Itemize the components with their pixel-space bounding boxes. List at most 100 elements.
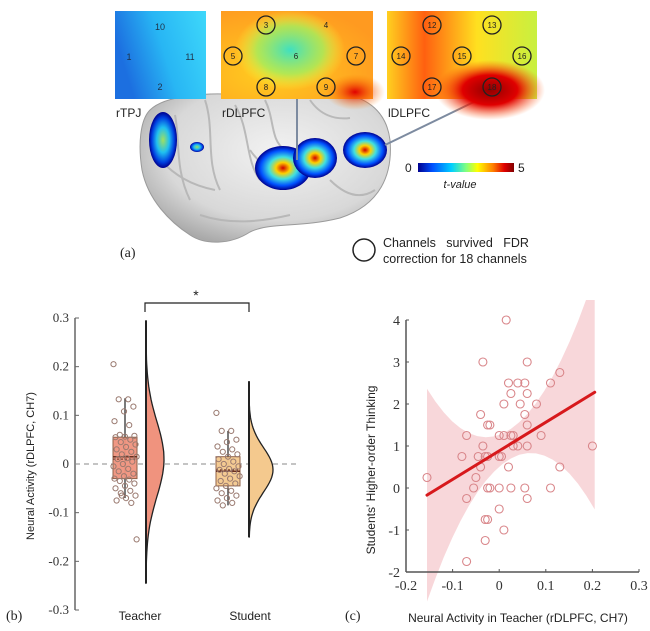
y-tick-label: 3: [393, 356, 400, 371]
scatter-point: [522, 357, 532, 367]
channel-15: 15: [452, 46, 472, 66]
colorbar-max-label: 5: [518, 161, 525, 175]
scatter-point: [496, 451, 507, 462]
data-point: [229, 446, 236, 453]
scatter-point: [506, 388, 516, 399]
scatter-point: [545, 378, 556, 388]
data-point: [127, 487, 134, 494]
scatter-point: [520, 409, 530, 420]
significance-marker: *: [193, 290, 199, 303]
data-point: [223, 495, 230, 502]
svg-text:9: 9: [324, 83, 329, 92]
svg-text:4: 4: [324, 21, 329, 30]
data-point: [223, 439, 230, 446]
scatter-point: [522, 388, 532, 399]
data-point: [228, 487, 235, 494]
scatter-point: [473, 451, 483, 462]
scatter-point: [462, 430, 472, 441]
data-point: [121, 482, 129, 489]
scatter-point: [485, 420, 495, 430]
colorbar-min-label: 0: [405, 161, 412, 175]
scatter-point: [555, 367, 565, 378]
confidence-band: [427, 300, 595, 602]
group-student: [213, 381, 274, 538]
data-point: [126, 422, 133, 429]
data-point: [218, 427, 225, 434]
channel-12: 12: [422, 15, 442, 35]
data-point: [114, 456, 121, 463]
regression-line: [425, 390, 597, 497]
svg-text:6: 6: [294, 52, 299, 61]
scatter-point: [515, 399, 525, 409]
group-teacher: [110, 320, 165, 585]
scatter-point: [499, 430, 509, 441]
scatter-point: [503, 378, 514, 388]
activation-rdlpfc-2: [293, 138, 337, 178]
scatter-chart: (c) Neural Activity in Teacher (rDLPFC, …: [345, 300, 648, 625]
y-tick-label: -0.2: [48, 553, 69, 568]
scatter-point: [494, 430, 504, 441]
inset-rdlpfc: 3 4 5 6 7 8 9: [221, 10, 385, 110]
data-point: [124, 455, 131, 462]
y-tick-label: -2: [388, 566, 400, 581]
data-point: [118, 451, 125, 458]
data-point: [115, 468, 122, 475]
scatter-point: [462, 493, 472, 504]
data-point: [233, 492, 240, 499]
inset-ldlpfc: 12 13 14 15 16 17 18: [387, 11, 545, 120]
y-tick-label: 1: [393, 440, 400, 455]
data-point: [116, 477, 123, 485]
legend-text-line1: Channels survived FDR: [383, 236, 529, 250]
scatter-point: [478, 441, 488, 451]
scatter-point: [485, 483, 495, 493]
scatter-point: [494, 483, 504, 493]
data-point: [128, 448, 135, 455]
scatter-point: [499, 525, 509, 535]
scatter-point: [462, 556, 472, 567]
svg-text:3: 3: [264, 21, 269, 30]
svg-text:5: 5: [231, 52, 236, 61]
colorbar-title: t-value: [443, 179, 476, 191]
data-point: [217, 477, 224, 485]
y-tick-label: -0.3: [48, 602, 69, 617]
data-point: [132, 441, 139, 448]
scatter-point: [522, 493, 532, 504]
y-tick-label: 4: [393, 314, 400, 329]
channel-17: 17: [422, 77, 442, 97]
scatter-point: [522, 441, 532, 451]
x-axis-label: Neural Activity in Teacher (rDLPFC, CH7): [408, 611, 628, 625]
scatter-point: [480, 535, 490, 546]
svg-text:13: 13: [488, 21, 497, 30]
data-point: [221, 470, 228, 477]
data-point: [111, 475, 118, 482]
x-tick-label: 0.2: [584, 579, 602, 594]
svg-text:7: 7: [354, 52, 359, 61]
channel-13: 13: [482, 15, 502, 35]
scatter-point: [499, 399, 509, 409]
data-point: [131, 480, 138, 487]
data-point: [113, 446, 120, 453]
data-point: [119, 460, 127, 468]
data-point: [228, 427, 235, 434]
data-point: [111, 418, 118, 425]
data-point: [219, 502, 226, 509]
data-point: [229, 499, 236, 506]
data-point: [132, 492, 139, 499]
x-tick-teacher: Teacher: [119, 609, 162, 623]
scatter-point: [469, 483, 479, 493]
data-point: [222, 482, 229, 489]
data-point: [112, 434, 119, 441]
scatter-point: [422, 472, 432, 483]
scatter-point: [503, 462, 514, 472]
data-point: [227, 475, 234, 482]
scatter-point: [457, 451, 467, 462]
data-point: [113, 497, 120, 504]
channel-8: 8: [256, 77, 276, 97]
svg-text:18: 18: [488, 83, 497, 92]
data-point: [231, 468, 238, 475]
scatter-point: [531, 399, 542, 409]
y-tick-label: -1: [388, 524, 400, 539]
y-tick-label: 0: [393, 482, 400, 497]
scatter-point: [520, 378, 530, 388]
svg-text:12: 12: [428, 21, 437, 30]
